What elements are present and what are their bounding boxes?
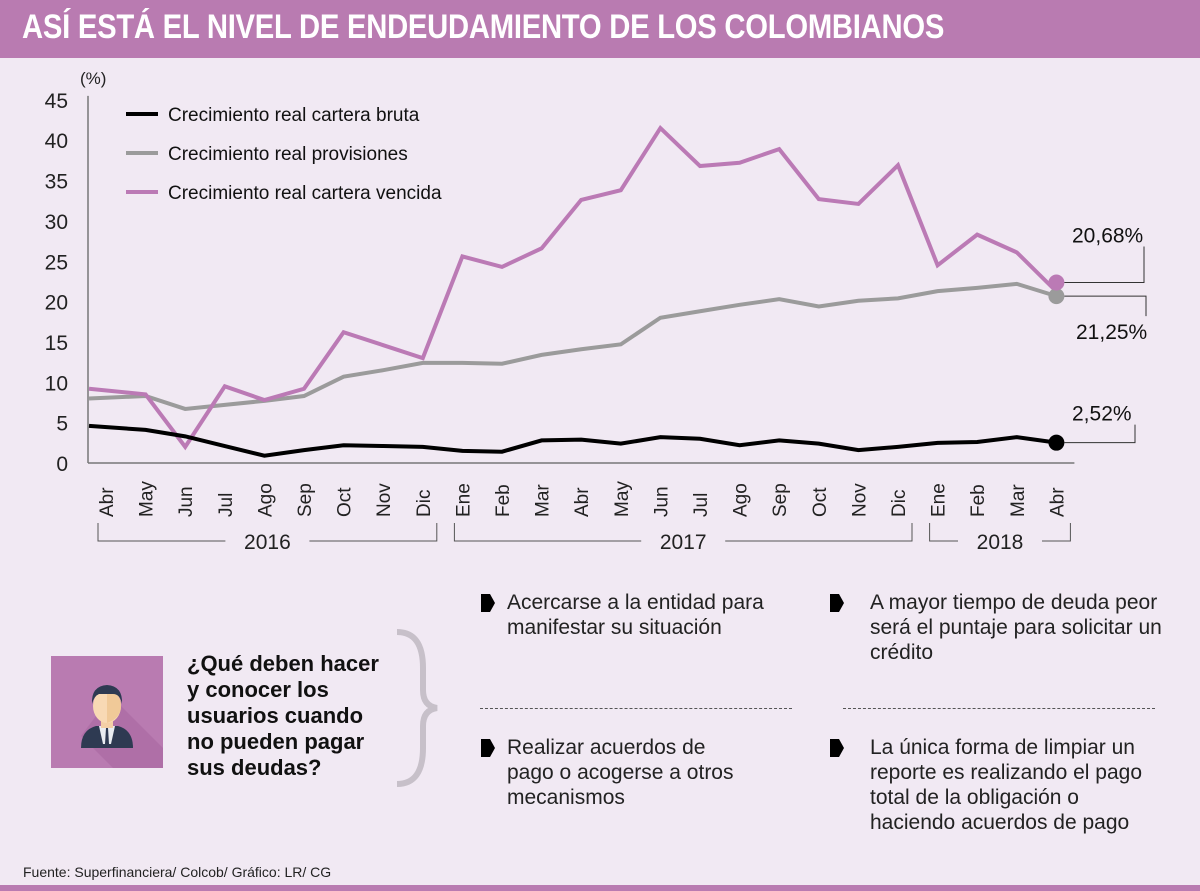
x-tick-label: Oct [810,487,831,517]
x-tick-label: Jul [216,493,237,517]
y-tick-label: 45 [45,90,68,113]
x-tick-label: Ene [453,483,474,517]
year-bracket [453,523,642,542]
y-tick-label: 5 [56,413,68,436]
series-line-bruta [88,423,1057,458]
y-tick-label: 10 [45,372,68,395]
line-chart: (%) 0 5 10 15 20 25 30 35 40 45 Crecimiento real c… [45,69,1148,554]
bullet-arrow-icon [481,739,495,757]
y-tick-label: 35 [45,171,68,194]
x-tick-label: Sep [295,483,316,517]
y-tick-label: 30 [45,211,68,234]
legend-label: Crecimiento real cartera bruta [168,105,420,126]
chart-lines [88,124,1065,458]
x-tick-label: Jun [651,486,672,517]
legend-label: Crecimiento real cartera vencida [168,183,442,204]
header-banner: ASÍ ESTÁ EL NIVEL DE ENDEUDAMIENTO DE LO… [0,0,1200,58]
y-tick-label: 15 [45,332,68,355]
x-axis-labels: Abr May Jun Jul Ago Sep Oct Nov Dic Ene Feb Mar Abr M… [97,481,1068,517]
x-tick-label: Dic [414,490,435,517]
divider [843,708,1155,709]
bullet-arrow-icon [481,594,495,612]
x-tick-label: Ene [929,483,950,517]
callout-leader [1064,246,1145,284]
x-tick-label: Oct [335,487,356,517]
year-bracket [725,523,913,542]
tip-item: La única forma de limpiar un reporte es … [830,735,1170,835]
x-tick-label: Dic [889,490,910,517]
year-label: 2016 [244,531,291,554]
callout-bruta: 2,52% [1072,403,1132,426]
x-tick-label: May [612,481,633,517]
bullet-arrow-icon [830,739,844,757]
year-label: 2017 [660,531,707,554]
year-bracket [97,523,226,542]
x-tick-label: Jun [176,486,197,517]
x-tick-label: Feb [493,484,514,517]
question-heading: ¿Qué deben hacer y conocer los usuarios … [187,651,379,780]
tip-item: A mayor tiempo de deuda peor será el pun… [830,590,1170,665]
callout-vencida: 20,68% [1072,225,1143,248]
year-label: 2018 [977,531,1024,554]
x-tick-label: Nov [374,483,395,517]
x-tick-label: Mar [533,484,554,517]
x-tick-label: Mar [1008,484,1029,517]
x-tick-label: Ago [731,483,752,517]
x-tick-label: Jul [691,493,712,517]
y-tick-label: 25 [45,251,68,274]
series-line-vencida [88,124,1058,451]
callout-leader [1064,295,1147,317]
year-bracket [1042,523,1071,542]
source-note: Fuente: Superfinanciera/ Colcob/ Gráfico… [23,864,332,880]
end-marker-vencida [1048,274,1065,291]
tip-item: Acercarse a la entidad para manifestar s… [481,590,787,640]
y-axis-unit-label: (%) [80,69,106,88]
page-title: ASÍ ESTÁ EL NIVEL DE ENDEUDAMIENTO DE LO… [22,8,945,46]
x-tick-label: Sep [770,483,791,517]
year-bracket [929,523,958,542]
year-bracket [309,523,438,542]
y-tick-label: 20 [45,292,68,315]
x-tick-label: Abr [572,487,593,517]
tip-item: Realizar acuerdos de pago o acogerse a o… [481,735,747,810]
curly-brace-icon [396,629,438,787]
callout-leader [1064,424,1136,444]
callout-provisiones: 21,25% [1076,321,1147,344]
x-tick-label: Abr [97,487,118,517]
bullet-arrow-icon [830,594,844,612]
year-brackets: 2016 2017 2018 [97,523,1071,554]
x-tick-label: Nov [849,483,870,517]
x-tick-label: Abr [1047,487,1068,517]
legend-label: Crecimiento real provisiones [168,144,408,165]
chart-legend: Crecimiento real cartera bruta Crecimient… [126,105,442,204]
end-marker-provisiones [1048,288,1065,305]
x-tick-label: Feb [968,484,989,517]
y-tick-label: 40 [45,130,68,153]
x-tick-label: Ago [255,483,276,517]
divider [480,708,792,709]
footer-bar [0,885,1200,891]
end-marker-bruta [1048,434,1065,451]
end-value-callouts: 20,68% 21,25% 2,52% [1064,225,1147,444]
x-tick-label: May [137,481,158,517]
y-tick-label: 0 [56,453,68,476]
chart-axes: (%) 0 5 10 15 20 25 30 35 40 45 [45,69,1075,476]
user-avatar-icon [51,656,163,768]
